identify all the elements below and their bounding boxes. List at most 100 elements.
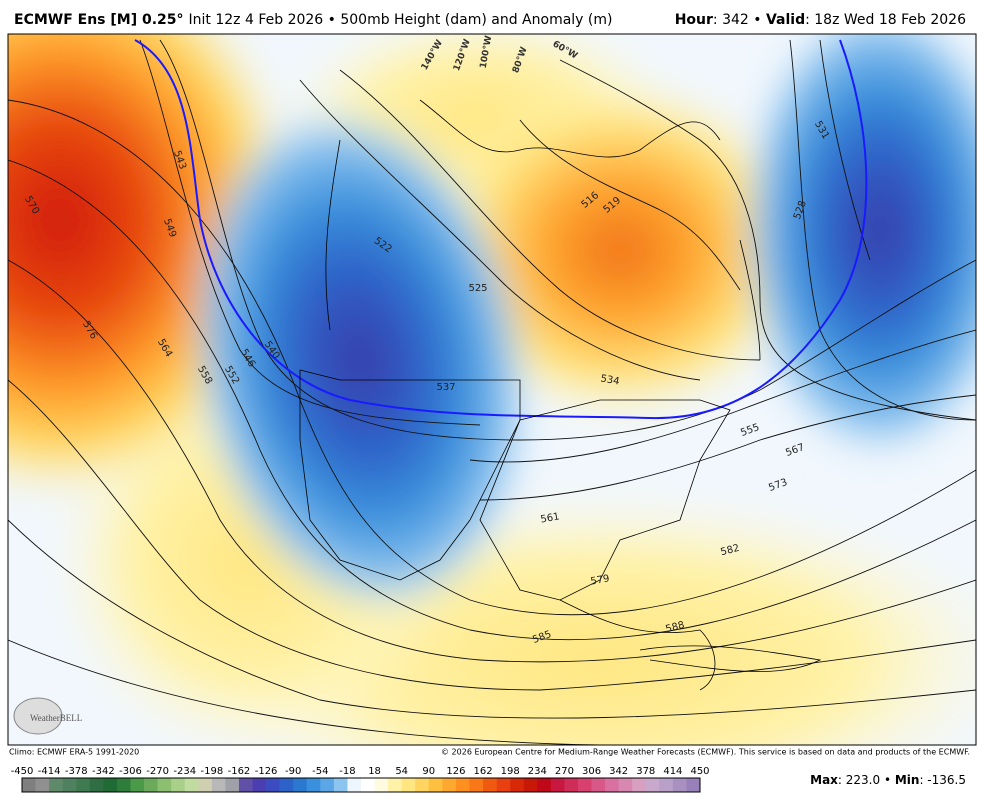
colorbar-tick-label: 234 [528, 766, 547, 777]
colorbar-tick-label: -18 [339, 766, 355, 777]
colorbar-swatch [523, 778, 538, 792]
colorbar-swatch [103, 778, 118, 792]
colorbar-swatch [605, 778, 619, 792]
colorbar-swatch [483, 778, 497, 792]
min-value: : -136.5 [919, 773, 966, 787]
hour-value: : 342 • [713, 12, 766, 28]
colorbar-swatch [198, 778, 213, 792]
colorbar-swatch [130, 778, 145, 792]
climo-note: Climo: ECMWF ERA-5 1991-2020 [9, 748, 139, 757]
colorbar-swatch [496, 778, 511, 792]
colorbar-swatch [35, 778, 50, 792]
colorbar-swatch [455, 778, 470, 792]
colorbar-swatch [659, 778, 674, 792]
colorbar-swatch [347, 778, 362, 792]
logo: WeatherBELL [13, 697, 82, 735]
contour-label: 582 [719, 543, 740, 559]
colorbar-swatch [361, 778, 375, 792]
valid-label: Valid [766, 12, 805, 28]
colorbar-tick-label: 414 [663, 766, 682, 777]
colorbar-tick-label: -90 [285, 766, 301, 777]
colorbar-swatch [62, 778, 77, 792]
min-label: Min [895, 773, 920, 787]
copyright: © 2026 European Centre for Medium-Range … [441, 748, 970, 757]
colorbar-tick-label: 198 [501, 766, 520, 777]
colorbar-tick-label: 270 [555, 766, 574, 777]
colorbar: -450 -414 -378 -342 -306 -270 -234 -198 -162 -126… [11, 766, 710, 793]
colorbar-tick-label: 378 [636, 766, 655, 777]
colorbar-swatch [266, 778, 280, 792]
colorbar-swatch [591, 778, 606, 792]
colorbar-swatch [252, 778, 267, 792]
colorbar-swatch [618, 778, 633, 792]
colorbar-swatch [374, 778, 389, 792]
colorbar-swatch [157, 778, 172, 792]
colorbar-tick-label: -270 [146, 766, 169, 777]
contour-label: 525 [468, 283, 487, 294]
header-left: ECMWF Ens [M] 0.25° Init 12z 4 Feb 2026 •… [14, 12, 612, 28]
colorbar-tick-label: -414 [38, 766, 61, 777]
colorbar-swatch [333, 778, 348, 792]
colorbar-swatch [320, 778, 335, 792]
colorbar-swatch [510, 778, 525, 792]
logo-text: WeatherBELL [30, 713, 82, 723]
colorbar-swatch [469, 778, 484, 792]
max-value: : 223.0 • [838, 773, 895, 787]
colorbar-tick-label: -234 [173, 766, 196, 777]
colorbar-tick-label: 342 [609, 766, 628, 777]
colorbar-swatch [537, 778, 552, 792]
contour-label: 561 [540, 511, 561, 525]
colorbar-frame [21, 777, 701, 793]
colorbar-tick-label: 306 [582, 766, 601, 777]
contour-label: 534 [600, 373, 621, 387]
map-frame [7, 33, 977, 746]
description: Init 12z 4 Feb 2026 • 500mb Height (dam)… [189, 12, 613, 28]
colorbar-swatch [238, 778, 253, 792]
colorbar-tick-label: -342 [92, 766, 115, 777]
colorbar-swatch [632, 778, 647, 792]
colorbar-tick-label: -378 [65, 766, 88, 777]
colorbar-swatch [184, 778, 199, 792]
colorbar-swatch [116, 778, 131, 792]
max-label: Max [810, 773, 838, 787]
colorbar-tick-label: -126 [255, 766, 278, 777]
colorbar-swatch [415, 778, 430, 792]
colorbar-swatch [442, 778, 457, 792]
colorbar-swatch [22, 778, 36, 792]
valid-value: : 18z Wed 18 Feb 2026 [805, 12, 966, 28]
colorbar-tick-label: -306 [119, 766, 142, 777]
colorbar-tick-label: -162 [228, 766, 251, 777]
colorbar-swatch [89, 778, 104, 792]
contour-label: 537 [436, 382, 455, 393]
hour-label: Hour [675, 12, 713, 28]
colorbar-swatch [388, 778, 402, 792]
colorbar-tick-label: 450 [690, 766, 709, 777]
colorbar-swatch [672, 778, 687, 792]
colorbar-swatch [686, 778, 701, 792]
colorbar-tick-label: -198 [200, 766, 223, 777]
colorbar-swatch [171, 778, 186, 792]
contour-label: 579 [590, 573, 611, 587]
colorbar-swatch [564, 778, 579, 792]
colorbar-swatch [577, 778, 592, 792]
colorbar-swatch [428, 778, 443, 792]
stats: Max: 223.0 • Min: -136.5 [810, 773, 966, 787]
colorbar-swatch [401, 778, 416, 792]
colorbar-swatch [293, 778, 308, 792]
model-name: ECMWF Ens [M] 0.25° [14, 12, 184, 28]
colorbar-swatch [144, 778, 158, 792]
colorbar-tick-label: -450 [11, 766, 34, 777]
colorbar-tick-label: 162 [473, 766, 492, 777]
colorbar-swatch [550, 778, 565, 792]
colorbar-swatch [76, 778, 91, 792]
header-right: Hour: 342 • Valid: 18z Wed 18 Feb 2026 [675, 12, 966, 28]
colorbar-tick-label: 18 [368, 766, 381, 777]
colorbar-swatch [49, 778, 63, 792]
colorbar-tick-label: -54 [312, 766, 328, 777]
contour-label: 588 [664, 620, 685, 636]
colorbar-tick-label: 126 [446, 766, 465, 777]
colorbar-swatch [645, 778, 660, 792]
colorbar-swatch [279, 778, 294, 792]
